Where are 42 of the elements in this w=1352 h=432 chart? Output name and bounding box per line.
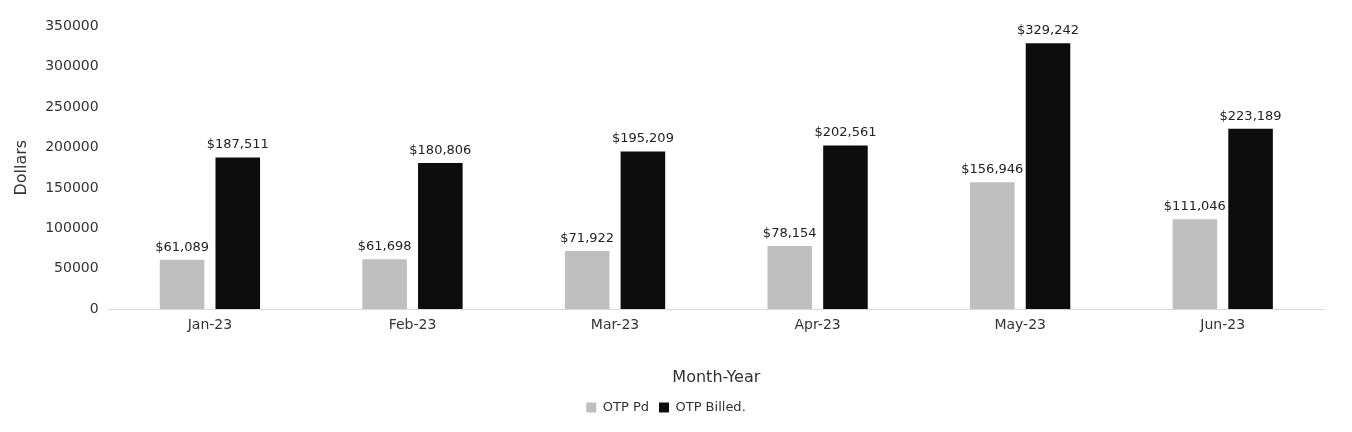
x-tick-label: May-23 bbox=[994, 316, 1046, 333]
y-tick-label: 250000 bbox=[45, 97, 99, 114]
bar bbox=[1025, 43, 1071, 309]
bar bbox=[215, 157, 261, 309]
bar bbox=[1228, 128, 1273, 309]
bar bbox=[159, 259, 205, 309]
x-tick-label: Jun-23 bbox=[1199, 316, 1246, 333]
y-axis-title: Dollars bbox=[10, 139, 30, 196]
data-label: $195,209 bbox=[611, 130, 674, 146]
y-tick-label: 150000 bbox=[45, 178, 99, 195]
y-tick-label: 100000 bbox=[45, 218, 99, 235]
x-axis-title: Month-Year bbox=[672, 366, 761, 386]
data-label: $187,511 bbox=[206, 136, 269, 152]
y-tick-label: 200000 bbox=[45, 138, 99, 155]
x-tick-label: Jan-23 bbox=[186, 316, 233, 333]
data-label: $223,189 bbox=[1219, 107, 1282, 123]
y-tick-label: 0 bbox=[89, 299, 99, 316]
x-tick-label: Feb-23 bbox=[388, 316, 437, 333]
bar bbox=[1172, 219, 1218, 309]
bar bbox=[564, 250, 610, 309]
bar bbox=[362, 259, 407, 309]
bar bbox=[620, 151, 666, 309]
bar bbox=[823, 145, 868, 309]
legend-label: OTP Pd bbox=[602, 398, 649, 414]
data-label: $61,089 bbox=[155, 238, 209, 254]
data-label: $202,561 bbox=[814, 124, 877, 140]
y-tick-label: 350000 bbox=[45, 17, 99, 34]
y-tick-label: 300000 bbox=[45, 57, 99, 74]
bar bbox=[767, 245, 813, 309]
data-label: $71,922 bbox=[560, 229, 615, 245]
data-label: $329,242 bbox=[1017, 22, 1080, 38]
data-label: $180,806 bbox=[409, 141, 472, 157]
data-label: $156,946 bbox=[961, 161, 1024, 177]
x-tick-label: Apr-23 bbox=[794, 316, 841, 333]
data-label: $78,154 bbox=[762, 224, 817, 240]
x-tick-label: Mar-23 bbox=[590, 316, 640, 333]
data-label: $61,698 bbox=[357, 238, 412, 254]
bar bbox=[418, 163, 463, 309]
y-tick-label: 50000 bbox=[54, 259, 99, 276]
data-label: $111,046 bbox=[1163, 198, 1226, 214]
legend-label: OTP Billed. bbox=[675, 398, 746, 414]
bar bbox=[970, 182, 1015, 309]
